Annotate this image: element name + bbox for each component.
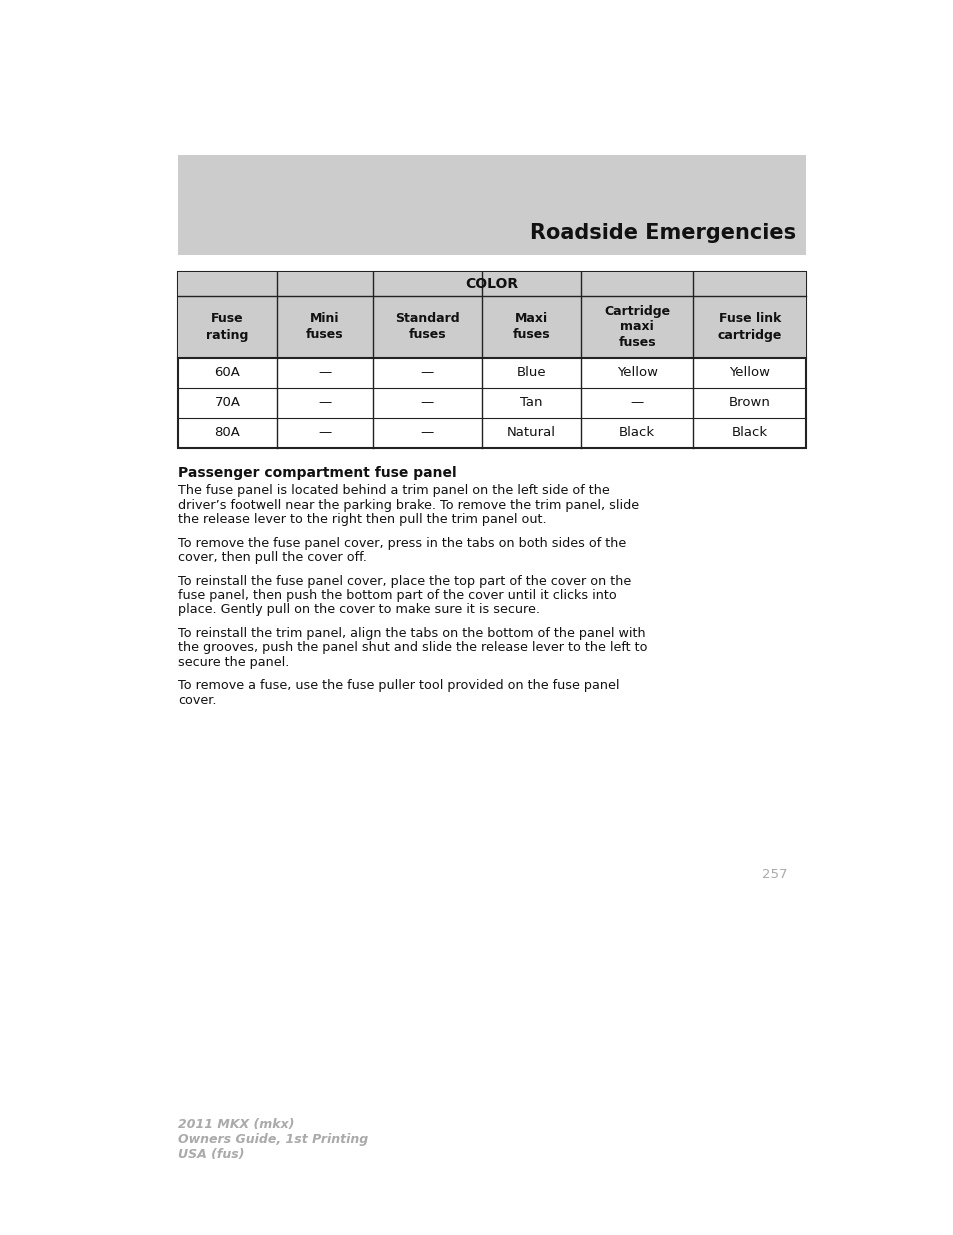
Bar: [178, 272, 805, 448]
Text: Maxi
fuses: Maxi fuses: [512, 312, 550, 342]
Text: Natural: Natural: [506, 426, 556, 440]
Text: To remove the fuse panel cover, press in the tabs on both sides of the: To remove the fuse panel cover, press in…: [178, 536, 625, 550]
Text: To remove a fuse, use the fuse puller tool provided on the fuse panel: To remove a fuse, use the fuse puller to…: [178, 679, 618, 693]
Text: —: —: [318, 396, 331, 410]
Text: 80A: 80A: [214, 426, 240, 440]
Text: Fuse link
cartridge: Fuse link cartridge: [717, 312, 781, 342]
Text: fuse panel, then push the bottom part of the cover until it clicks into: fuse panel, then push the bottom part of…: [178, 589, 616, 601]
Text: To reinstall the trim panel, align the tabs on the bottom of the panel with: To reinstall the trim panel, align the t…: [178, 627, 645, 640]
Bar: [178, 272, 805, 296]
Text: Black: Black: [731, 426, 767, 440]
Text: driver’s footwell near the parking brake. To remove the trim panel, slide: driver’s footwell near the parking brake…: [178, 499, 639, 511]
Text: the grooves, push the panel shut and slide the release lever to the left to: the grooves, push the panel shut and sli…: [178, 641, 647, 655]
Text: Passenger compartment fuse panel: Passenger compartment fuse panel: [178, 466, 456, 480]
Text: secure the panel.: secure the panel.: [178, 656, 289, 669]
Text: Owners Guide, 1st Printing: Owners Guide, 1st Printing: [178, 1132, 368, 1146]
Text: the release lever to the right then pull the trim panel out.: the release lever to the right then pull…: [178, 513, 546, 526]
Text: 257: 257: [761, 868, 787, 881]
Text: 60A: 60A: [214, 367, 240, 379]
Text: Roadside Emergencies: Roadside Emergencies: [529, 224, 795, 243]
Text: cover.: cover.: [178, 694, 216, 706]
Text: Fuse
rating: Fuse rating: [206, 312, 249, 342]
Text: —: —: [420, 367, 434, 379]
Text: —: —: [318, 367, 331, 379]
Bar: [178, 156, 805, 254]
Text: Black: Black: [618, 426, 655, 440]
Text: Blue: Blue: [516, 367, 546, 379]
Text: 70A: 70A: [214, 396, 240, 410]
Text: The fuse panel is located behind a trim panel on the left side of the: The fuse panel is located behind a trim …: [178, 484, 609, 496]
Text: To reinstall the fuse panel cover, place the top part of the cover on the: To reinstall the fuse panel cover, place…: [178, 574, 631, 588]
Text: —: —: [318, 426, 331, 440]
Text: Standard
fuses: Standard fuses: [395, 312, 459, 342]
Text: Mini
fuses: Mini fuses: [306, 312, 343, 342]
Text: cover, then pull the cover off.: cover, then pull the cover off.: [178, 551, 367, 564]
Text: Tan: Tan: [519, 396, 542, 410]
Text: Yellow: Yellow: [616, 367, 657, 379]
Text: —: —: [630, 396, 643, 410]
Text: Cartridge
maxi
fuses: Cartridge maxi fuses: [603, 305, 670, 350]
Text: place. Gently pull on the cover to make sure it is secure.: place. Gently pull on the cover to make …: [178, 604, 539, 616]
Text: Yellow: Yellow: [728, 367, 769, 379]
Text: Brown: Brown: [728, 396, 770, 410]
Bar: [178, 296, 805, 358]
Text: USA (fus): USA (fus): [178, 1149, 244, 1161]
Text: COLOR: COLOR: [465, 277, 518, 291]
Text: —: —: [420, 426, 434, 440]
Text: 2011 MKX (mkx): 2011 MKX (mkx): [178, 1118, 294, 1131]
Text: —: —: [420, 396, 434, 410]
